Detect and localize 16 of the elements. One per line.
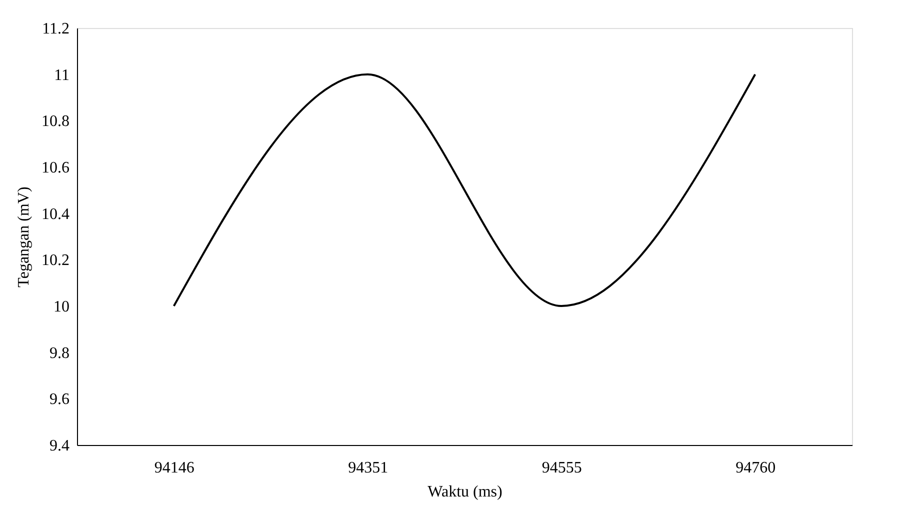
y-axis-title: Tegangan (mV) <box>16 186 32 288</box>
y-tick-label: 11.2 <box>42 20 70 38</box>
y-tick-label: 10.4 <box>42 206 70 223</box>
y-tick-label: 10.2 <box>42 252 70 270</box>
y-tick-label: 11 <box>54 66 70 84</box>
y-tick-label: 10.6 <box>42 160 70 176</box>
x-tick-label: 94760 <box>736 460 776 476</box>
y-tick-label: 9.4 <box>50 438 70 454</box>
x-tick-label: 94146 <box>154 460 194 476</box>
y-tick-label: 10 <box>54 298 70 316</box>
y-tick-label: 10.8 <box>42 113 70 130</box>
y-tick-label: 9.6 <box>50 391 70 408</box>
x-tick-label: 94555 <box>542 460 582 476</box>
x-axis-title: Waktu (ms) <box>428 484 502 500</box>
y-tick-label: 9.8 <box>50 344 70 362</box>
x-tick-label: 94351 <box>348 460 388 476</box>
